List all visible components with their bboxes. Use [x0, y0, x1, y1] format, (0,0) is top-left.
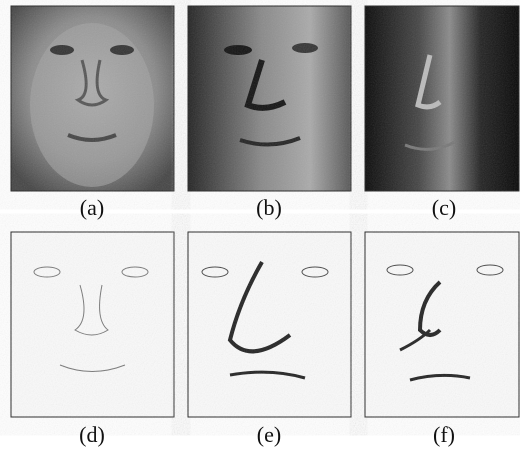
image-f [365, 232, 519, 417]
panel-label: (c) [432, 195, 456, 220]
image-a [11, 6, 174, 191]
image-c [365, 6, 519, 191]
image-d [11, 232, 174, 417]
panel-label: (f) [433, 422, 455, 447]
panel-label: (a) [80, 195, 104, 220]
image-e [188, 232, 351, 417]
panel-label: (d) [79, 422, 105, 447]
panel-label: (b) [256, 195, 282, 220]
panel-label: (e) [257, 422, 281, 447]
image-b [188, 6, 351, 191]
figure: (a) (b) (c) (d) (e) (f) [0, 0, 520, 451]
